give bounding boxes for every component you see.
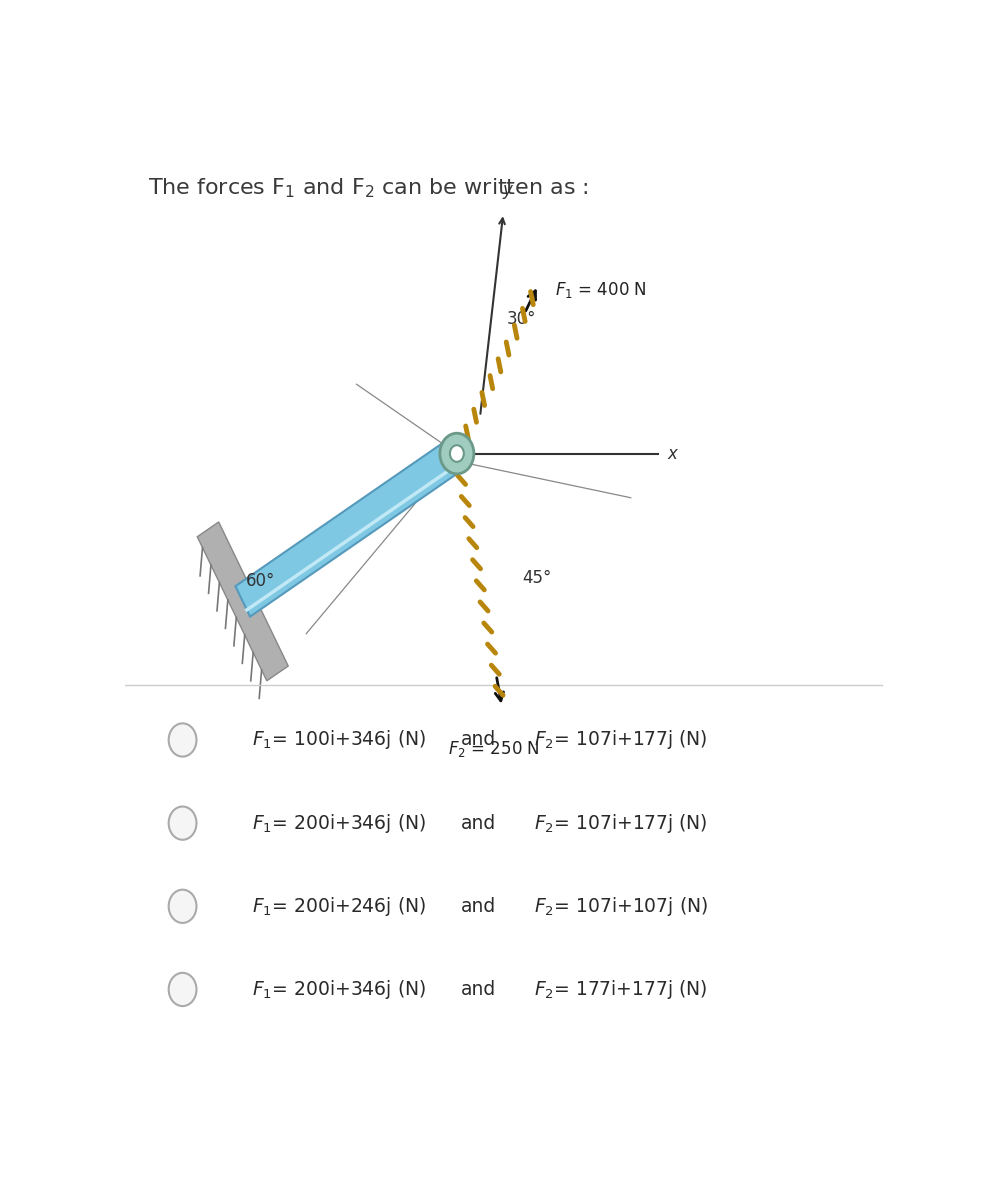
Text: x: x	[667, 444, 677, 462]
Text: 60°: 60°	[245, 572, 275, 590]
Text: $F_1$= 200i+346j (N): $F_1$= 200i+346j (N)	[252, 811, 426, 835]
Text: and: and	[461, 731, 496, 750]
Circle shape	[168, 806, 196, 840]
Circle shape	[440, 433, 474, 474]
Text: $F_2$= 107i+177j (N): $F_2$= 107i+177j (N)	[534, 728, 708, 751]
Circle shape	[168, 889, 196, 923]
Polygon shape	[197, 522, 288, 680]
Text: $F_2$= 177i+177j (N): $F_2$= 177i+177j (N)	[534, 978, 708, 1001]
Text: $F_1$= 200i+246j (N): $F_1$= 200i+246j (N)	[252, 895, 426, 918]
Polygon shape	[235, 438, 465, 617]
Circle shape	[168, 973, 196, 1006]
Text: $F_1$= 200i+346j (N): $F_1$= 200i+346j (N)	[252, 978, 426, 1001]
Text: The forces $\mathregular{F_1}$ and $\mathregular{F_2}$ can be written as :: The forces $\mathregular{F_1}$ and $\mat…	[148, 176, 588, 200]
Text: and: and	[461, 896, 496, 916]
Text: $\it{F}_2$ = 250 N: $\it{F}_2$ = 250 N	[449, 739, 540, 758]
Text: $\it{F}_1$ = 400 N: $\it{F}_1$ = 400 N	[555, 280, 647, 300]
Text: and: and	[461, 814, 496, 833]
Text: $F_2$= 107i+107j (N): $F_2$= 107i+107j (N)	[534, 895, 708, 918]
Text: 30°: 30°	[507, 310, 536, 328]
Text: and: and	[461, 980, 496, 998]
Circle shape	[168, 724, 196, 757]
Circle shape	[450, 445, 464, 462]
Text: y: y	[502, 181, 512, 199]
Text: 45°: 45°	[522, 569, 552, 587]
Text: $F_1$= 100i+346j (N): $F_1$= 100i+346j (N)	[252, 728, 426, 751]
Text: $F_2$= 107i+177j (N): $F_2$= 107i+177j (N)	[534, 811, 708, 835]
